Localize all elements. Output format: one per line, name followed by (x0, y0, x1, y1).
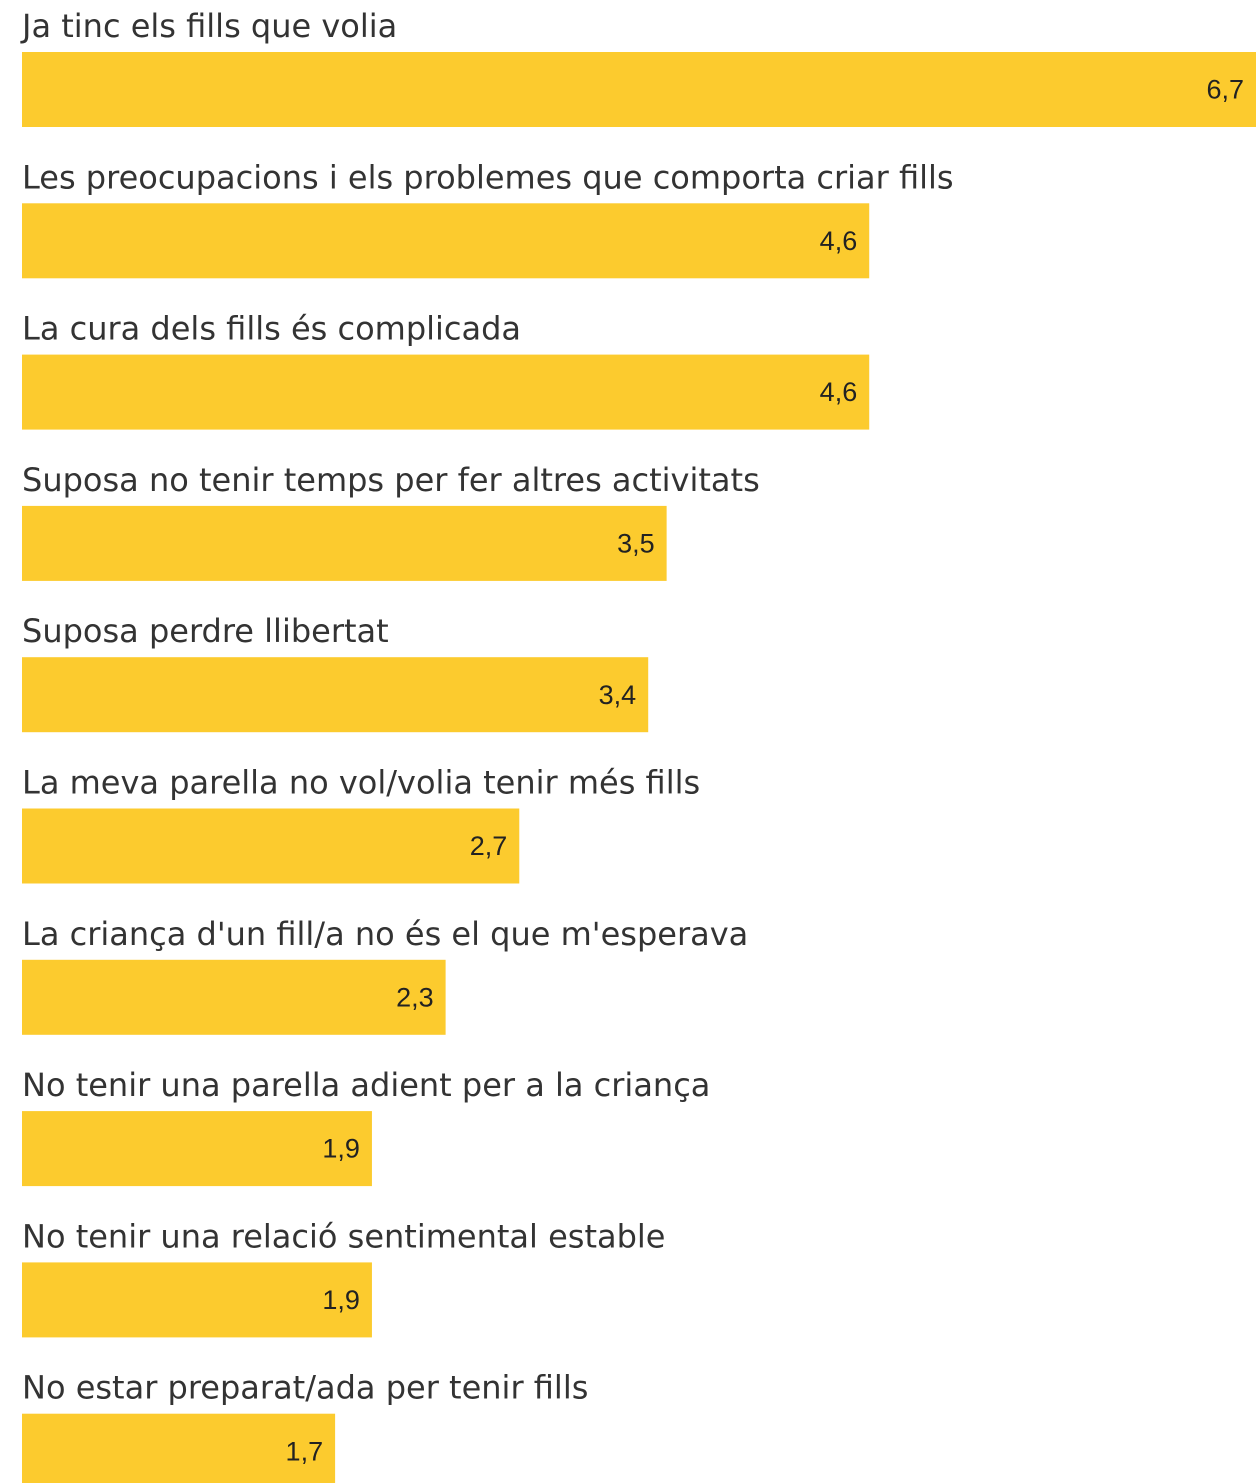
bar (22, 354, 870, 430)
value-label: 2,7 (470, 831, 508, 861)
category-label: La cura dels fills és complicada (22, 310, 521, 348)
value-label: 1,9 (322, 1134, 360, 1164)
bar (22, 1111, 372, 1187)
value-label: 4,6 (820, 226, 858, 256)
bar (22, 657, 649, 733)
value-label: 1,7 (286, 1436, 324, 1466)
bar (22, 52, 1256, 127)
bar (22, 959, 446, 1035)
category-label: Ja tinc els fills que volia (20, 7, 397, 45)
category-label: La meva parella no vol/volia tenir més f… (22, 764, 700, 802)
bar (22, 203, 870, 279)
category-label: Suposa no tenir temps per fer altres act… (22, 461, 760, 499)
value-label: 1,9 (322, 1285, 360, 1315)
category-label: No estar preparat/ada per tenir fills (22, 1369, 588, 1407)
bar (22, 808, 520, 884)
value-label: 2,3 (396, 982, 434, 1012)
value-label: 3,4 (599, 680, 637, 710)
bar (22, 1413, 336, 1483)
value-label: 3,5 (617, 529, 655, 559)
bar (22, 1262, 372, 1338)
category-label: No tenir una parella adient per a la cri… (22, 1066, 710, 1104)
category-label: Les preocupacions i els problemes que co… (22, 158, 954, 196)
category-label: Suposa perdre llibertat (22, 612, 389, 650)
value-label: 6,7 (1206, 75, 1244, 105)
category-label: No tenir una relació sentimental estable (22, 1217, 665, 1255)
value-label: 4,6 (820, 377, 858, 407)
category-label: La criança d'un fill/a no és el que m'es… (22, 915, 748, 953)
bar (22, 505, 667, 581)
